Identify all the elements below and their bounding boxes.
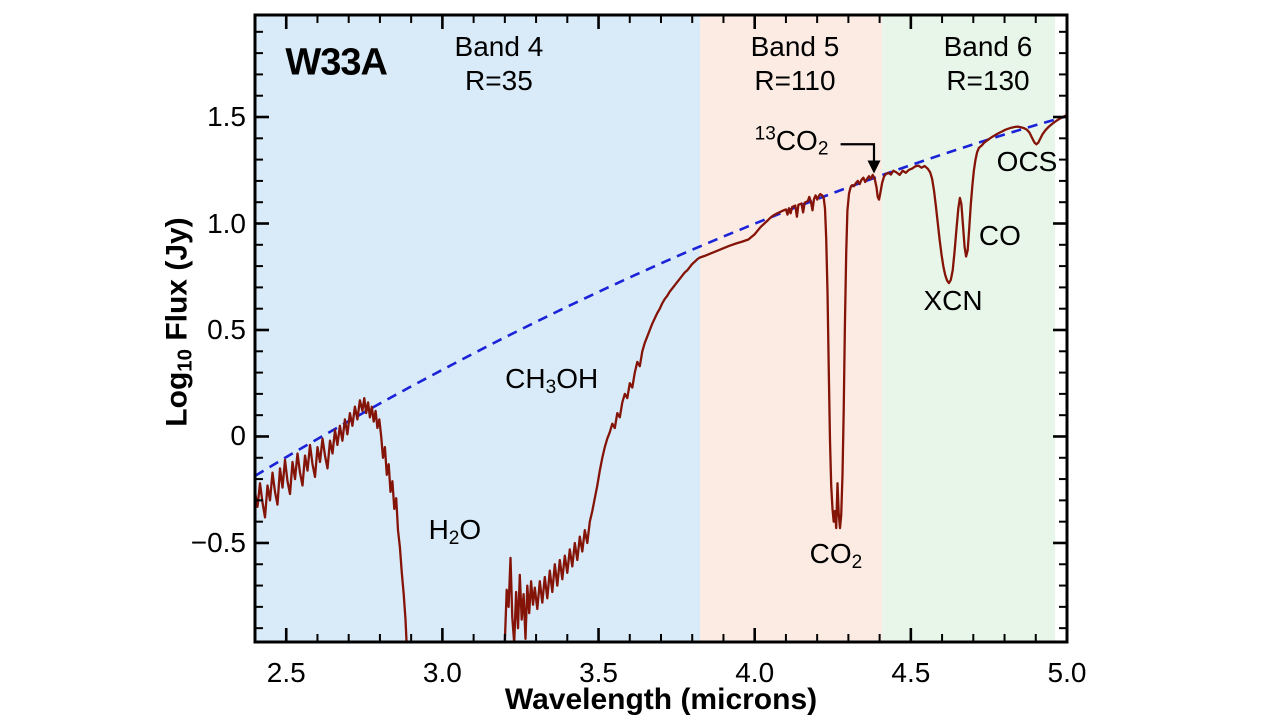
continuum-line	[255, 114, 1067, 478]
13co2-arrowhead	[867, 160, 881, 174]
band-region-6	[882, 15, 1056, 642]
band-region-5	[700, 15, 883, 642]
13co2-arrow	[840, 143, 876, 163]
spectrum-line	[255, 113, 1067, 642]
band-region-4	[255, 15, 701, 642]
